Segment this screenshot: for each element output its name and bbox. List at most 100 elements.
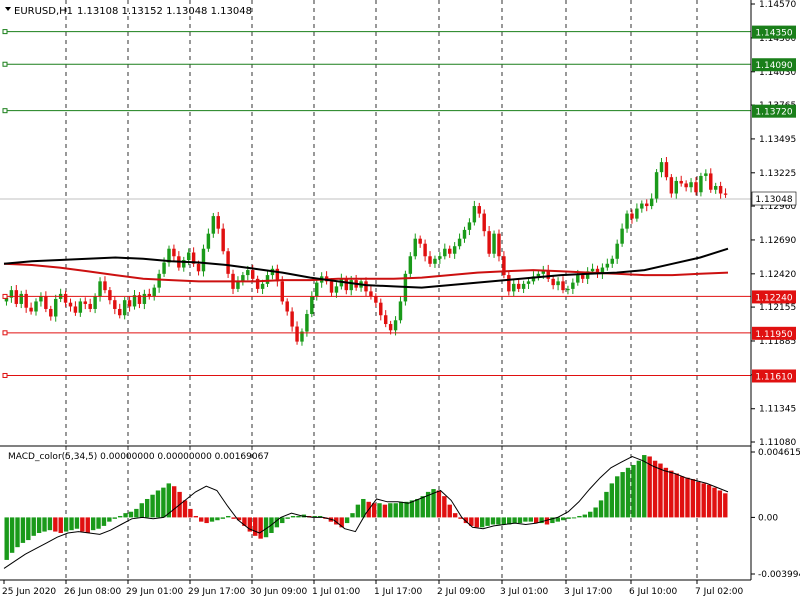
level-handle[interactable] <box>2 108 8 114</box>
macd-bar <box>161 487 166 518</box>
macd-bar <box>236 517 242 521</box>
price-label: 1.11080 <box>759 438 796 448</box>
candle-body <box>305 313 309 332</box>
candle-body <box>590 268 595 272</box>
candle-body <box>162 262 166 274</box>
candle-body <box>152 287 156 297</box>
candle-body <box>497 233 501 257</box>
candle-body <box>699 175 703 193</box>
macd-bar <box>561 517 566 521</box>
dropdown-triangle-icon[interactable] <box>5 7 11 11</box>
time-axis[interactable]: 25 Jun 2020 26 Jun 08:00 29 Jun 01:00 29 Ju… <box>0 579 751 597</box>
macd-bar <box>117 515 123 518</box>
level-handle[interactable] <box>2 29 8 35</box>
candle-body <box>206 233 211 249</box>
level-handle[interactable] <box>2 293 8 299</box>
macd-bar <box>344 517 350 524</box>
macd-bar <box>555 517 561 522</box>
candle-body <box>610 258 614 264</box>
macd-bar <box>280 517 285 524</box>
macd-bar <box>512 517 517 524</box>
macd-bar <box>479 517 485 528</box>
macd-label: 0.00 <box>758 513 778 523</box>
price-label: 1.13225 <box>759 169 796 179</box>
candle-body <box>68 302 73 307</box>
macd-bar <box>679 476 685 518</box>
candle-body <box>423 243 427 257</box>
macd-bar <box>469 517 474 526</box>
macd-bar <box>393 503 398 518</box>
macd-bar <box>388 503 393 518</box>
macd-bar <box>712 487 717 518</box>
level-handle[interactable] <box>2 61 8 67</box>
time-label: 1 Jul 01:00 <box>312 587 361 597</box>
macd-bar <box>636 460 642 518</box>
macd-bar <box>593 507 598 518</box>
candle-body <box>73 306 78 313</box>
candle-body <box>433 258 437 264</box>
level-tag-label: 1.13720 <box>755 108 792 118</box>
macd-bar <box>717 490 723 518</box>
level-handle[interactable] <box>2 330 8 336</box>
price-label: 1.13495 <box>759 135 796 145</box>
price-label: 1.11885 <box>759 337 796 347</box>
macd-bar <box>447 504 452 518</box>
macd-bar <box>506 517 512 525</box>
macd-bar <box>528 517 533 522</box>
time-label: 29 Jun 01:00 <box>126 587 183 597</box>
macd-bar <box>663 467 669 518</box>
candle-body <box>709 173 713 190</box>
macd-bar <box>31 517 36 536</box>
candle-body <box>329 281 334 293</box>
macd-bar <box>652 460 658 518</box>
macd-bar <box>231 517 236 519</box>
price-scale[interactable]: 1.145701.143001.140301.137651.134951.132… <box>750 0 796 580</box>
candle-body <box>275 268 280 282</box>
candle-body <box>246 270 250 276</box>
macd-bar <box>58 517 63 533</box>
candle-body <box>615 243 619 259</box>
candle-body <box>349 280 353 291</box>
macd-bar <box>420 496 425 518</box>
macd-bar <box>690 479 696 518</box>
candle-body <box>576 275 580 283</box>
candle-body <box>467 222 472 230</box>
macd-bar <box>474 517 479 528</box>
candle-body <box>713 185 718 190</box>
macd-bar <box>533 517 539 524</box>
macd-bar <box>550 517 555 524</box>
macd-bar <box>53 517 58 532</box>
ohlc-readout: 1.13108 1.13152 1.13048 1.13048 <box>77 6 252 17</box>
candle-body <box>315 282 319 297</box>
macd-title: MACD_color(5,34,5) 0.00000000 0.00000000… <box>8 452 269 462</box>
macd-bar <box>9 517 15 553</box>
candle-body <box>694 182 698 193</box>
candle-body <box>379 302 383 316</box>
macd-bar <box>274 517 280 528</box>
candle-body <box>664 162 669 178</box>
macd-bar <box>199 517 204 522</box>
candle-body <box>408 256 413 274</box>
candle-body <box>457 238 462 247</box>
candle-body <box>526 281 531 284</box>
candle-body <box>196 263 201 272</box>
price-pane[interactable]: EURUSD,H1 1.13108 1.13152 1.13048 1.1304… <box>0 0 751 446</box>
macd-pane[interactable]: MACD_color(5,34,5) 0.00000000 0.00000000… <box>3 446 800 580</box>
candle-body <box>122 300 127 316</box>
candle-body <box>221 228 225 252</box>
level-handle[interactable] <box>2 372 8 378</box>
macd-bar <box>463 517 469 524</box>
horizontal-levels[interactable] <box>2 29 751 378</box>
candle-body <box>649 198 654 207</box>
candle-body <box>482 213 486 232</box>
candle-body <box>29 307 33 312</box>
macd-bar <box>658 463 663 518</box>
price-label: 1.12960 <box>759 202 796 212</box>
macd-bar <box>409 500 415 518</box>
candle-body <box>290 311 294 327</box>
macd-bar <box>674 473 679 518</box>
macd-bar <box>209 517 215 522</box>
macd-bar <box>134 508 139 518</box>
price-label: 1.14030 <box>759 68 796 78</box>
